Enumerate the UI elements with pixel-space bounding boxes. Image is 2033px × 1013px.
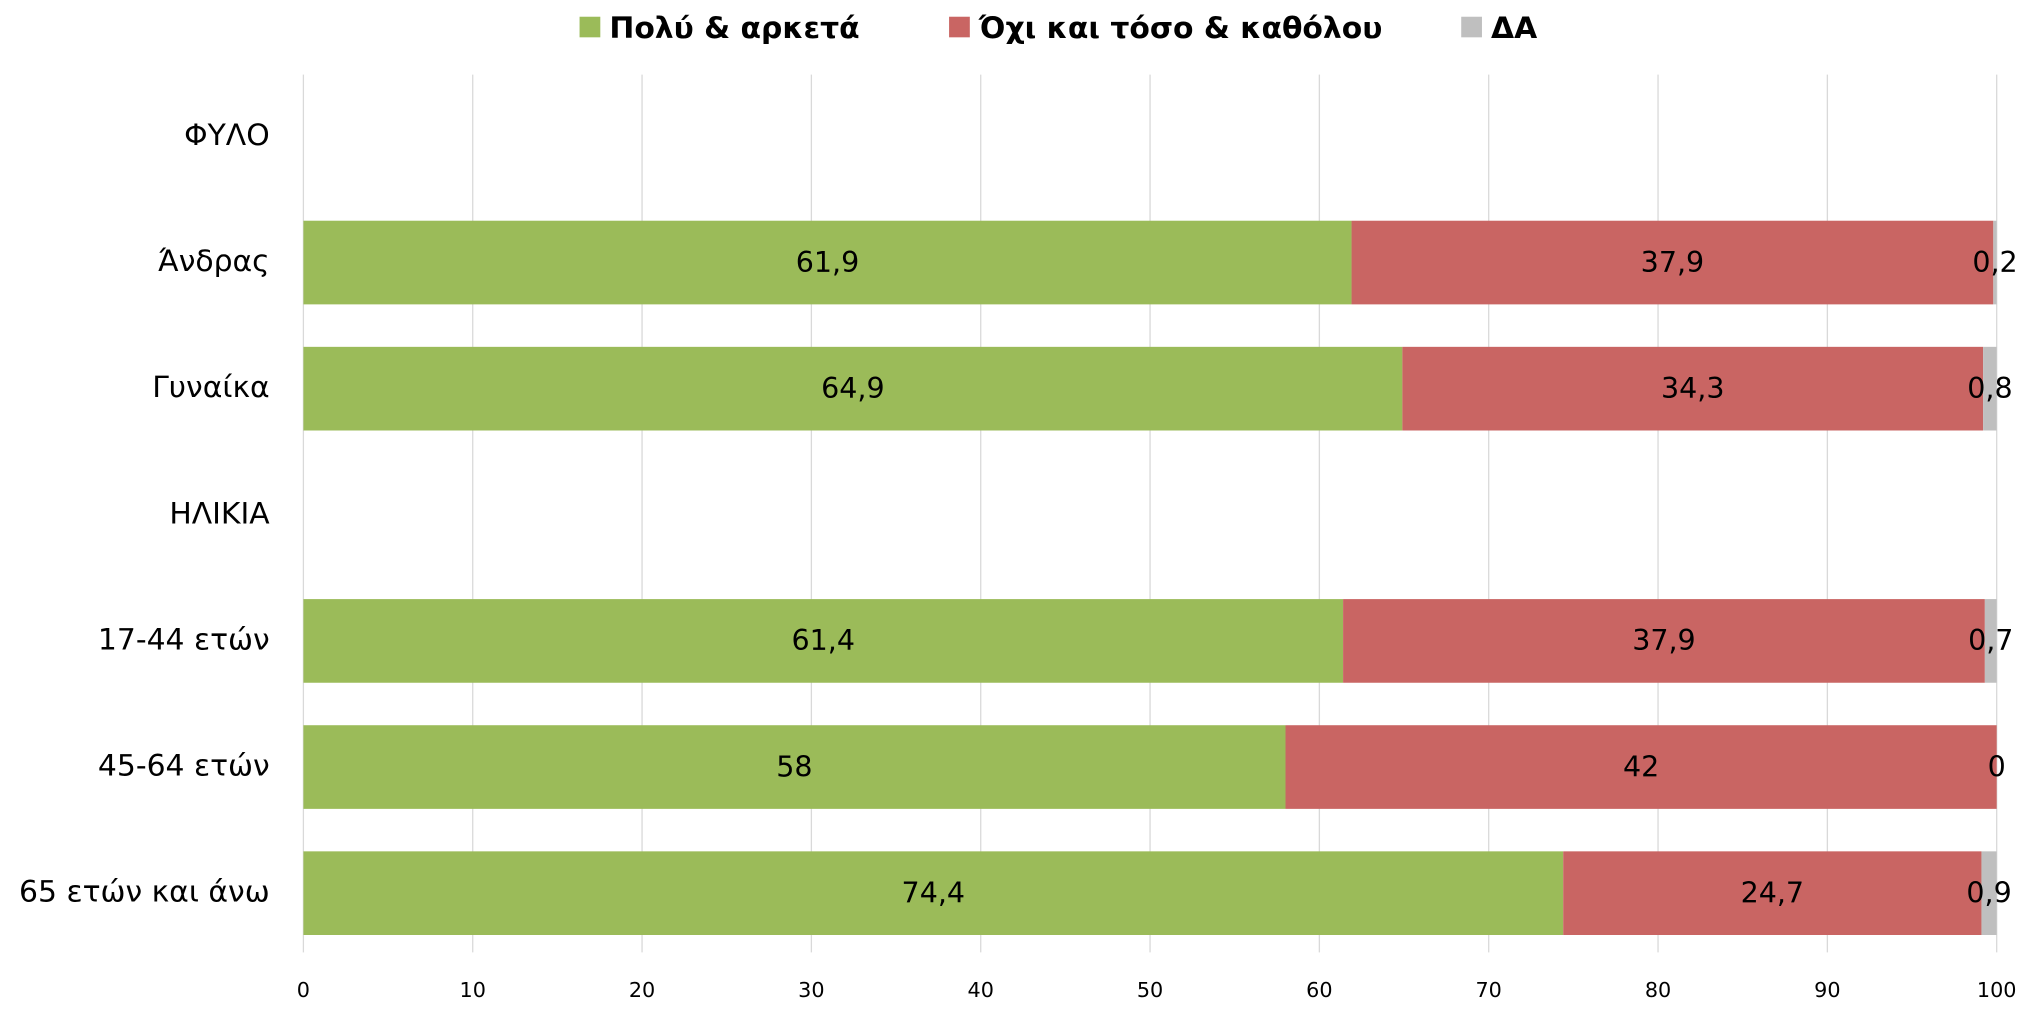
x-tick-label: 60 — [1306, 978, 1332, 1002]
data-label: 34,3 — [1661, 372, 1724, 405]
data-label: 0 — [1988, 750, 2006, 783]
bar-segment — [1984, 599, 1997, 683]
data-label: 0,2 — [1972, 246, 2017, 279]
data-label: 37,9 — [1632, 624, 1695, 657]
bar-segment — [303, 851, 1564, 935]
bar-segment — [303, 599, 1344, 683]
bar-segment — [1981, 851, 1997, 935]
data-label: 24,7 — [1741, 877, 1804, 910]
y-tick-label: ΗΛΙΚΙΑ — [169, 496, 270, 531]
x-tick-label: 50 — [1137, 978, 1163, 1002]
legend-swatch — [1461, 16, 1482, 38]
bar-segment — [1351, 220, 1994, 305]
bar-segment — [1983, 346, 1997, 431]
y-tick-label: 65 ετών και άνω — [19, 875, 270, 910]
bar-segment — [1402, 346, 1984, 431]
legend-label: ΔΑ — [1491, 11, 1537, 46]
x-tick-label: 100 — [1977, 978, 2017, 1002]
x-tick-label: 70 — [1476, 978, 1502, 1002]
x-tick-label: 90 — [1814, 978, 1840, 1002]
y-tick-label: Γυναίκα — [152, 370, 269, 405]
legend-label: Όχι και τόσο & καθόλου — [978, 11, 1383, 46]
data-label: 0,8 — [1967, 372, 2012, 405]
y-tick-label: Άνδρας — [158, 244, 270, 279]
legend-swatch — [579, 16, 601, 38]
x-tick-label: 10 — [460, 978, 486, 1002]
bar-segment — [1993, 220, 1997, 305]
bar-segment — [303, 725, 1286, 809]
x-tick-label: 40 — [968, 978, 994, 1002]
data-label: 37,9 — [1641, 246, 1704, 279]
data-label: 61,4 — [791, 624, 854, 657]
bar-segment — [1285, 725, 1997, 809]
data-label: 64,9 — [821, 372, 884, 405]
data-label: 42 — [1623, 750, 1659, 783]
x-tick-label: 30 — [798, 978, 824, 1002]
bar-segment — [1563, 851, 1982, 935]
x-tick-label: 80 — [1645, 978, 1671, 1002]
y-tick-label: ΦΥΛΟ — [184, 118, 270, 153]
data-label: 61,9 — [796, 246, 859, 279]
data-label: 74,4 — [902, 877, 965, 910]
legend-label: Πολύ & αρκετά — [609, 11, 859, 46]
bar-segment — [303, 220, 1352, 305]
bar-segment — [303, 346, 1403, 431]
legend-swatch — [949, 16, 970, 38]
x-tick-label: 20 — [629, 978, 655, 1002]
y-tick-label: 17-44 ετών — [98, 622, 270, 657]
data-label: 0,9 — [1966, 877, 2011, 910]
bar-segment — [1343, 599, 1985, 683]
x-tick-label: 0 — [297, 978, 310, 1002]
data-label: 0,7 — [1968, 624, 2013, 657]
y-tick-label: 45-64 ετών — [98, 749, 270, 784]
data-label: 58 — [776, 750, 812, 783]
